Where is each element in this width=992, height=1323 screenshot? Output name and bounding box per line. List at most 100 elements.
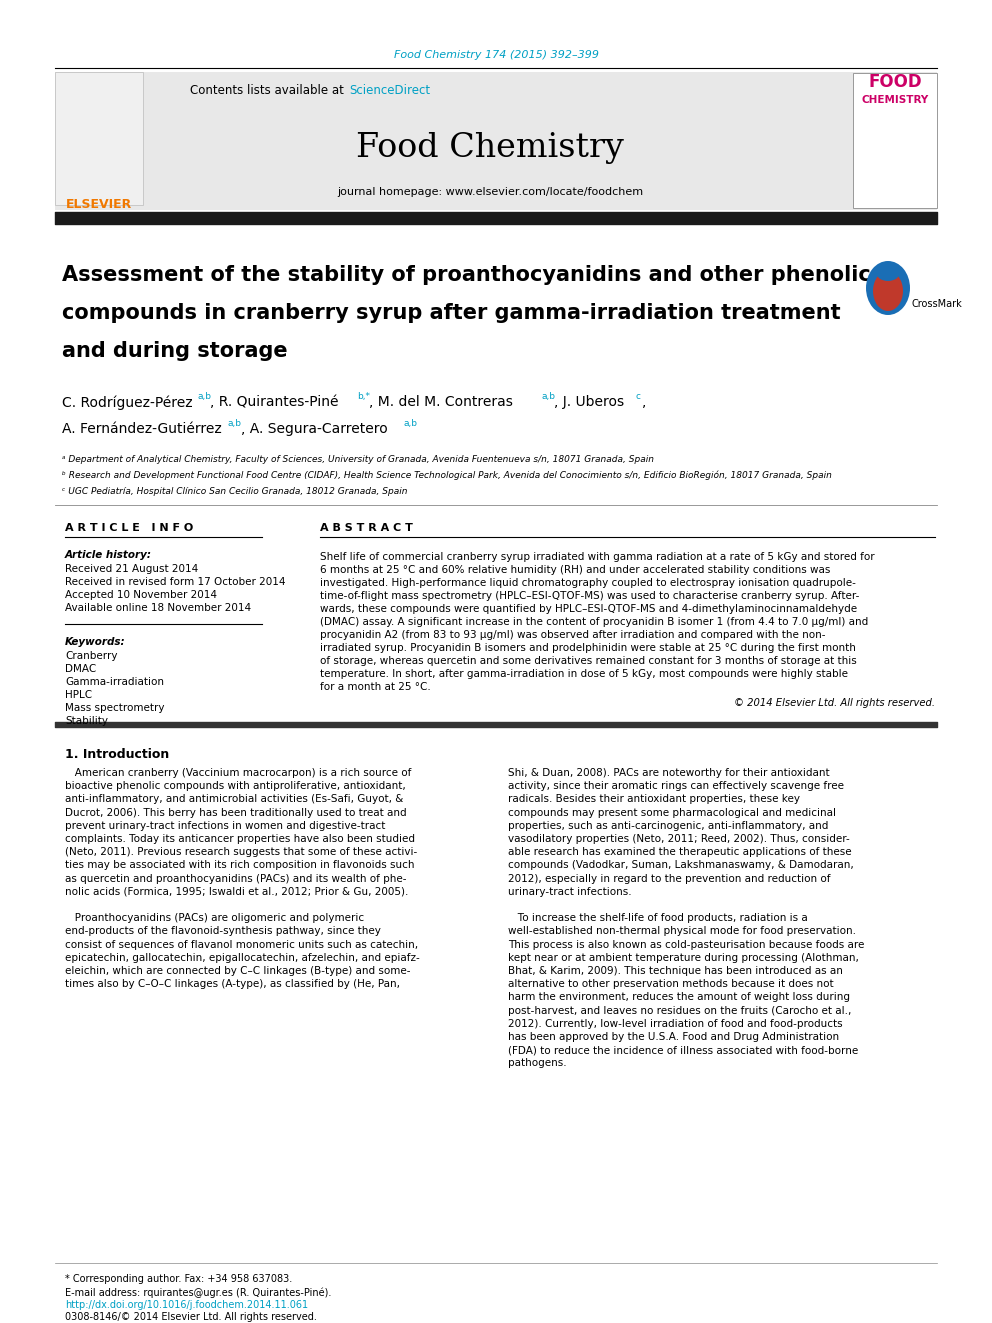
Text: American cranberry (Vaccinium macrocarpon) is a rich source of: American cranberry (Vaccinium macrocarpo… — [65, 767, 412, 778]
Text: harm the environment, reduces the amount of weight loss during: harm the environment, reduces the amount… — [508, 992, 850, 1003]
Text: Mass spectrometry: Mass spectrometry — [65, 703, 165, 713]
Text: , M. del M. Contreras: , M. del M. Contreras — [369, 396, 513, 409]
Ellipse shape — [873, 271, 903, 311]
Text: compounds may present some pharmacological and medicinal: compounds may present some pharmacologic… — [508, 807, 836, 818]
Text: ScienceDirect: ScienceDirect — [349, 83, 431, 97]
Text: A R T I C L E   I N F O: A R T I C L E I N F O — [65, 523, 193, 533]
Text: anti-inflammatory, and antimicrobial activities (Es-Safi, Guyot, &: anti-inflammatory, and antimicrobial act… — [65, 794, 404, 804]
Text: , A. Segura-Carretero: , A. Segura-Carretero — [241, 422, 388, 437]
Text: procyanidin A2 (from 83 to 93 μg/ml) was observed after irradiation and compared: procyanidin A2 (from 83 to 93 μg/ml) was… — [320, 630, 825, 640]
Text: Article history:: Article history: — [65, 550, 152, 560]
Text: investigated. High-performance liquid chromatography coupled to electrospray ion: investigated. High-performance liquid ch… — [320, 578, 856, 587]
Text: Shi, & Duan, 2008). PACs are noteworthy for their antioxidant: Shi, & Duan, 2008). PACs are noteworthy … — [508, 767, 829, 778]
Text: Contents lists available at: Contents lists available at — [190, 83, 348, 97]
Text: end-products of the flavonoid-synthesis pathway, since they: end-products of the flavonoid-synthesis … — [65, 926, 381, 937]
Text: Keywords:: Keywords: — [65, 636, 126, 647]
Text: FOOD: FOOD — [868, 73, 922, 91]
Text: Shelf life of commercial cranberry syrup irradiated with gamma radiation at a ra: Shelf life of commercial cranberry syrup… — [320, 552, 875, 562]
Text: Stability: Stability — [65, 716, 108, 726]
Text: vasodilatory properties (Neto, 2011; Reed, 2002). Thus, consider-: vasodilatory properties (Neto, 2011; Ree… — [508, 833, 850, 844]
Text: complaints. Today its anticancer properties have also been studied: complaints. Today its anticancer propert… — [65, 833, 415, 844]
Text: ᵇ Research and Development Functional Food Centre (CIDAF), Health Science Techno: ᵇ Research and Development Functional Fo… — [62, 471, 832, 480]
Text: Bhat, & Karim, 2009). This technique has been introduced as an: Bhat, & Karim, 2009). This technique has… — [508, 966, 843, 976]
Text: To increase the shelf-life of food products, radiation is a: To increase the shelf-life of food produ… — [508, 913, 807, 923]
Text: time-of-flight mass spectrometry (HPLC–ESI-QTOF-MS) was used to characterise cra: time-of-flight mass spectrometry (HPLC–E… — [320, 591, 859, 601]
Text: (DMAC) assay. A significant increase in the content of procyanidin B isomer 1 (f: (DMAC) assay. A significant increase in … — [320, 617, 868, 627]
Text: ,: , — [642, 396, 647, 409]
Text: 2012). Currently, low-level irradiation of food and food-products: 2012). Currently, low-level irradiation … — [508, 1019, 842, 1029]
Text: ELSEVIER: ELSEVIER — [65, 198, 132, 210]
Text: a,b: a,b — [403, 419, 417, 429]
Text: times also by C–O–C linkages (A-type), as classified by (He, Pan,: times also by C–O–C linkages (A-type), a… — [65, 979, 400, 990]
Text: journal homepage: www.elsevier.com/locate/foodchem: journal homepage: www.elsevier.com/locat… — [337, 187, 643, 197]
Text: Ducrot, 2006). This berry has been traditionally used to treat and: Ducrot, 2006). This berry has been tradi… — [65, 807, 407, 818]
Text: irradiated syrup. Procyanidin B isomers and prodelphinidin were stable at 25 °C : irradiated syrup. Procyanidin B isomers … — [320, 643, 856, 654]
Text: alternative to other preservation methods because it does not: alternative to other preservation method… — [508, 979, 833, 990]
Text: , R. Quirantes-Piné: , R. Quirantes-Piné — [210, 396, 338, 409]
Text: Proanthocyanidins (PACs) are oligomeric and polymeric: Proanthocyanidins (PACs) are oligomeric … — [65, 913, 364, 923]
Text: (FDA) to reduce the incidence of illness associated with food-borne: (FDA) to reduce the incidence of illness… — [508, 1045, 858, 1056]
Text: Cranberry: Cranberry — [65, 651, 117, 662]
Text: HPLC: HPLC — [65, 691, 92, 700]
Text: temperature. In short, after gamma-irradiation in dose of 5 kGy, most compounds : temperature. In short, after gamma-irrad… — [320, 669, 848, 679]
Text: a,b: a,b — [542, 392, 556, 401]
Text: has been approved by the U.S.A. Food and Drug Administration: has been approved by the U.S.A. Food and… — [508, 1032, 839, 1043]
Text: prevent urinary-tract infections in women and digestive-tract: prevent urinary-tract infections in wome… — [65, 820, 385, 831]
Text: activity, since their aromatic rings can effectively scavenge free: activity, since their aromatic rings can… — [508, 781, 844, 791]
Text: post-harvest, and leaves no residues on the fruits (Carocho et al.,: post-harvest, and leaves no residues on … — [508, 1005, 851, 1016]
Text: Received in revised form 17 October 2014: Received in revised form 17 October 2014 — [65, 577, 286, 587]
Text: Accepted 10 November 2014: Accepted 10 November 2014 — [65, 590, 217, 601]
Text: 0308-8146/© 2014 Elsevier Ltd. All rights reserved.: 0308-8146/© 2014 Elsevier Ltd. All right… — [65, 1312, 316, 1322]
Text: DMAC: DMAC — [65, 664, 96, 673]
Text: able research has examined the therapeutic applications of these: able research has examined the therapeut… — [508, 847, 851, 857]
Text: b,*: b,* — [357, 392, 370, 401]
Text: for a month at 25 °C.: for a month at 25 °C. — [320, 681, 431, 692]
Text: Food Chemistry: Food Chemistry — [356, 132, 624, 164]
Text: a,b: a,b — [197, 392, 211, 401]
Text: CHEMISTRY: CHEMISTRY — [861, 95, 929, 105]
Text: c: c — [636, 392, 641, 401]
Text: wards, these compounds were quantified by HPLC–ESI-QTOF-MS and 4-dimethylaminoci: wards, these compounds were quantified b… — [320, 605, 857, 614]
Text: compounds (Vadodkar, Suman, Lakshmanaswamy, & Damodaran,: compounds (Vadodkar, Suman, Lakshmanaswa… — [508, 860, 854, 871]
Text: C. Rodríguez-Pérez: C. Rodríguez-Pérez — [62, 396, 192, 410]
FancyBboxPatch shape — [853, 73, 937, 208]
Text: 1. Introduction: 1. Introduction — [65, 747, 170, 761]
Text: A B S T R A C T: A B S T R A C T — [320, 523, 413, 533]
Text: (Neto, 2011). Previous research suggests that some of these activi-: (Neto, 2011). Previous research suggests… — [65, 847, 418, 857]
Text: Food Chemistry 174 (2015) 392–399: Food Chemistry 174 (2015) 392–399 — [394, 50, 598, 60]
Text: properties, such as anti-carcinogenic, anti-inflammatory, and: properties, such as anti-carcinogenic, a… — [508, 820, 828, 831]
Text: compounds in cranberry syrup after gamma-irradiation treatment: compounds in cranberry syrup after gamma… — [62, 303, 840, 323]
Text: ties may be associated with its rich composition in flavonoids such: ties may be associated with its rich com… — [65, 860, 415, 871]
Text: radicals. Besides their antioxidant properties, these key: radicals. Besides their antioxidant prop… — [508, 794, 800, 804]
Text: and during storage: and during storage — [62, 341, 288, 361]
Text: Available online 18 November 2014: Available online 18 November 2014 — [65, 603, 251, 613]
Text: This process is also known as cold-pasteurisation because foods are: This process is also known as cold-paste… — [508, 939, 864, 950]
Text: ᶜ UGC Pediatría, Hospital Clínico San Cecilio Granada, 18012 Granada, Spain: ᶜ UGC Pediatría, Hospital Clínico San Ce… — [62, 487, 408, 496]
Text: urinary-tract infections.: urinary-tract infections. — [508, 886, 632, 897]
Text: well-established non-thermal physical mode for food preservation.: well-established non-thermal physical mo… — [508, 926, 856, 937]
Text: http://dx.doi.org/10.1016/j.foodchem.2014.11.061: http://dx.doi.org/10.1016/j.foodchem.201… — [65, 1301, 309, 1310]
Text: Assessment of the stability of proanthocyanidins and other phenolic: Assessment of the stability of proanthoc… — [62, 265, 871, 284]
Text: E-mail address: rquirantes@ugr.es (R. Quirantes-Piné).: E-mail address: rquirantes@ugr.es (R. Qu… — [65, 1287, 331, 1298]
Text: consist of sequences of flavanol monomeric units such as catechin,: consist of sequences of flavanol monomer… — [65, 939, 418, 950]
Ellipse shape — [877, 267, 899, 280]
Text: bioactive phenolic compounds with antiproliferative, antioxidant,: bioactive phenolic compounds with antipr… — [65, 781, 406, 791]
Text: epicatechin, gallocatechin, epigallocatechin, afzelechin, and epiafz-: epicatechin, gallocatechin, epigallocate… — [65, 953, 420, 963]
Text: 6 months at 25 °C and 60% relative humidity (RH) and under accelerated stability: 6 months at 25 °C and 60% relative humid… — [320, 565, 830, 576]
Text: eleichin, which are connected by C–C linkages (B-type) and some-: eleichin, which are connected by C–C lin… — [65, 966, 411, 976]
Text: of storage, whereas quercetin and some derivatives remained constant for 3 month: of storage, whereas quercetin and some d… — [320, 656, 857, 665]
FancyBboxPatch shape — [55, 71, 937, 210]
Text: 2012), especially in regard to the prevention and reduction of: 2012), especially in regard to the preve… — [508, 873, 830, 884]
Text: * Corresponding author. Fax: +34 958 637083.: * Corresponding author. Fax: +34 958 637… — [65, 1274, 293, 1285]
Ellipse shape — [866, 261, 910, 315]
Text: kept near or at ambient temperature during processing (Alothman,: kept near or at ambient temperature duri… — [508, 953, 859, 963]
Text: A. Fernández-Gutiérrez: A. Fernández-Gutiérrez — [62, 422, 222, 437]
Text: Received 21 August 2014: Received 21 August 2014 — [65, 564, 198, 574]
FancyBboxPatch shape — [55, 71, 143, 205]
Text: a,b: a,b — [228, 419, 242, 429]
Text: as quercetin and proanthocyanidins (PACs) and its wealth of phe-: as quercetin and proanthocyanidins (PACs… — [65, 873, 407, 884]
Text: nolic acids (Formica, 1995; Iswaldi et al., 2012; Prior & Gu, 2005).: nolic acids (Formica, 1995; Iswaldi et a… — [65, 886, 409, 897]
Text: pathogens.: pathogens. — [508, 1058, 566, 1069]
Text: ᵃ Department of Analytical Chemistry, Faculty of Sciences, University of Granada: ᵃ Department of Analytical Chemistry, Fa… — [62, 455, 654, 464]
Text: , J. Uberos: , J. Uberos — [554, 396, 624, 409]
